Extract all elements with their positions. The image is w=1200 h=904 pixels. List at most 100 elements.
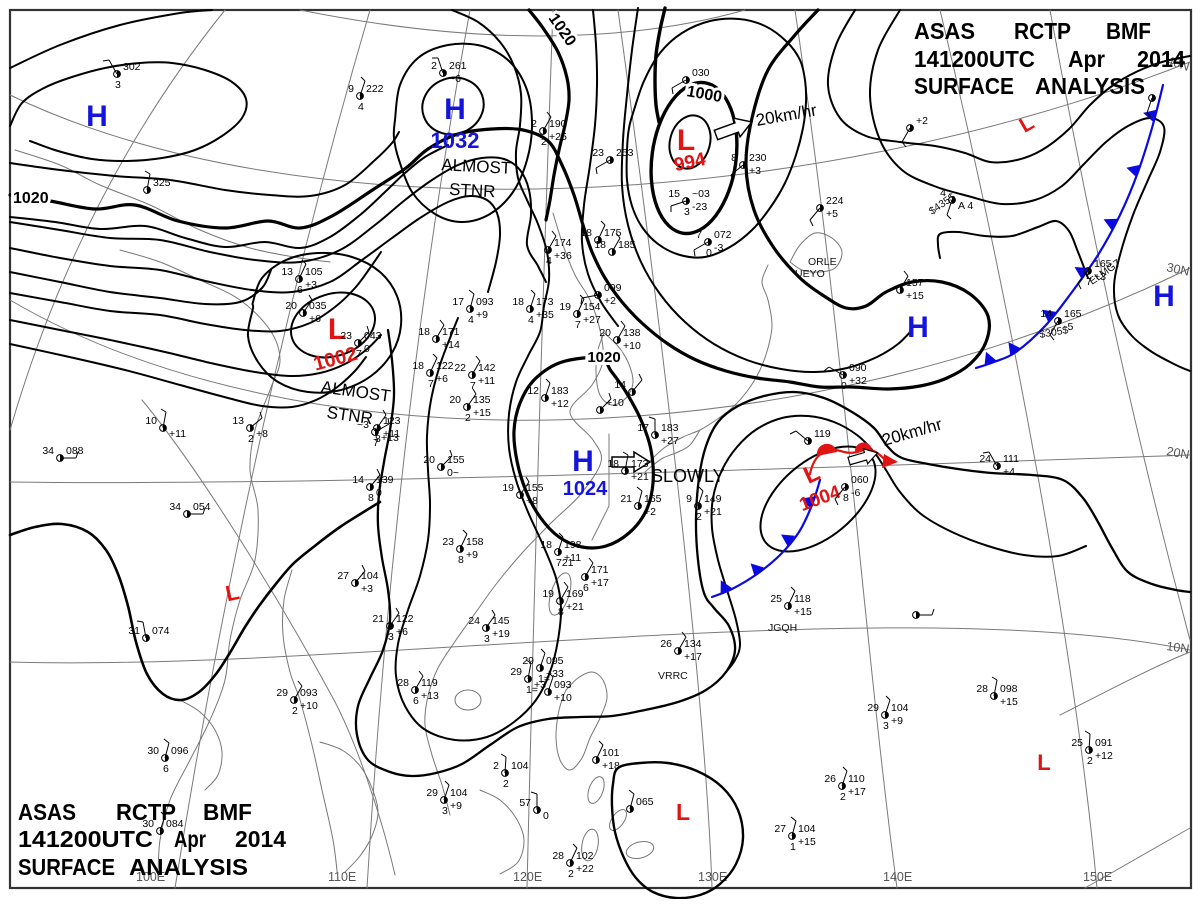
svg-text:104: 104 [798, 823, 816, 835]
svg-text:57: 57 [519, 797, 531, 809]
svg-text:+3: +3 [305, 279, 317, 291]
svg-text:+10: +10 [300, 700, 318, 712]
svg-text:+5: +5 [826, 208, 838, 220]
svg-text:157: 157 [906, 277, 924, 289]
svg-text:+2: +2 [916, 115, 928, 127]
svg-text:+9: +9 [891, 715, 903, 727]
svg-text:158: 158 [466, 536, 484, 548]
svg-text:ANALYSIS: ANALYSIS [129, 854, 248, 880]
svg-text:~03: ~03 [692, 188, 710, 200]
svg-text:9: 9 [686, 493, 692, 505]
svg-text:1032: 1032 [431, 128, 480, 153]
svg-text:+11: +11 [169, 428, 186, 440]
svg-text:+9: +9 [466, 549, 478, 561]
svg-text:174: 174 [554, 237, 572, 249]
svg-text:6: 6 [163, 763, 169, 775]
svg-text:0: 0 [364, 343, 370, 355]
svg-text:165: 165 [1094, 258, 1112, 270]
svg-text:8: 8 [375, 433, 381, 445]
svg-text:165: 165 [1064, 308, 1082, 320]
svg-text:2: 2 [541, 136, 547, 148]
svg-text:7: 7 [1086, 276, 1092, 288]
svg-text:190: 190 [549, 118, 567, 130]
svg-text:054: 054 [193, 501, 211, 513]
svg-text:123: 123 [383, 415, 401, 427]
svg-text:L: L [676, 799, 690, 825]
svg-text:185: 185 [618, 239, 636, 251]
svg-text:198: 198 [564, 539, 582, 551]
svg-text:134: 134 [684, 638, 702, 650]
svg-text:10: 10 [145, 415, 157, 427]
svg-text:173: 173 [536, 296, 554, 308]
svg-text:30N: 30N [1165, 260, 1190, 278]
svg-text:093: 093 [554, 679, 572, 691]
svg-text:18: 18 [418, 326, 430, 338]
svg-text:20: 20 [449, 394, 461, 406]
svg-text:110E: 110E [328, 870, 356, 884]
svg-text:+11: +11 [564, 552, 581, 564]
svg-text:+8: +8 [526, 495, 538, 507]
svg-text:17: 17 [452, 296, 464, 308]
svg-text:18: 18 [607, 458, 619, 470]
svg-text:+6: +6 [309, 313, 321, 325]
svg-text:20: 20 [285, 300, 297, 312]
svg-text:7: 7 [356, 348, 362, 360]
svg-text:043: 043 [364, 330, 382, 342]
svg-text:090: 090 [849, 362, 867, 374]
svg-text:+18: +18 [602, 760, 620, 772]
svg-text:24: 24 [468, 615, 480, 627]
svg-text:1024: 1024 [563, 478, 608, 500]
svg-text:14: 14 [614, 379, 626, 391]
svg-text:14: 14 [1040, 308, 1052, 320]
svg-text:154: 154 [583, 301, 601, 313]
svg-text:091: 091 [1095, 737, 1113, 749]
svg-text:19: 19 [559, 301, 571, 313]
svg-text:6: 6 [297, 284, 303, 296]
svg-text:ALMOST: ALMOST [441, 155, 512, 178]
svg-text:119: 119 [814, 428, 831, 440]
svg-text:H: H [907, 311, 929, 344]
svg-text:14: 14 [352, 474, 364, 486]
svg-text:6: 6 [413, 695, 419, 707]
svg-text:111: 111 [1003, 453, 1019, 465]
svg-text:1=: 1= [526, 684, 538, 696]
svg-text:17: 17 [637, 422, 649, 434]
svg-text:8: 8 [558, 606, 564, 618]
svg-text:093: 093 [476, 296, 494, 308]
svg-text:183: 183 [661, 422, 679, 434]
svg-text:141200UTC: 141200UTC [914, 46, 1035, 72]
svg-text:2: 2 [1087, 755, 1093, 767]
svg-text:12: 12 [527, 385, 539, 397]
svg-text:183: 183 [551, 385, 569, 397]
svg-text:088: 088 [66, 445, 84, 457]
svg-text:18: 18 [580, 227, 592, 239]
svg-text:102: 102 [576, 850, 594, 862]
svg-text:+17: +17 [591, 577, 609, 589]
svg-text:18: 18 [594, 239, 606, 251]
svg-text:34: 34 [42, 445, 54, 457]
svg-text:H: H [444, 93, 466, 126]
svg-text:101: 101 [602, 747, 620, 759]
svg-text:4: 4 [546, 255, 552, 267]
svg-text:165: 165 [644, 493, 662, 505]
svg-text:2: 2 [840, 791, 846, 803]
svg-text:SURFACE: SURFACE [914, 73, 1014, 99]
svg-text:23: 23 [592, 147, 604, 159]
svg-text:+21: +21 [566, 601, 584, 613]
svg-text:+22: +22 [576, 863, 594, 875]
svg-text:0: 0 [543, 810, 549, 822]
svg-text:+27: +27 [583, 314, 601, 326]
svg-text:4: 4 [528, 314, 534, 326]
svg-text:18: 18 [512, 296, 524, 308]
svg-text:155: 155 [526, 482, 544, 494]
svg-text:138: 138 [623, 327, 641, 339]
svg-text:093: 093 [300, 687, 318, 699]
svg-text:3: 3 [883, 720, 889, 732]
svg-text:4: 4 [940, 187, 946, 199]
svg-text:+3: +3 [1094, 271, 1106, 283]
svg-text:20N: 20N [1165, 444, 1190, 462]
svg-text:141200UTC: 141200UTC [18, 826, 153, 852]
svg-text:ORLE: ORLE [808, 256, 837, 268]
svg-text:+19: +19 [492, 628, 510, 640]
svg-text:-6: -6 [851, 487, 860, 499]
